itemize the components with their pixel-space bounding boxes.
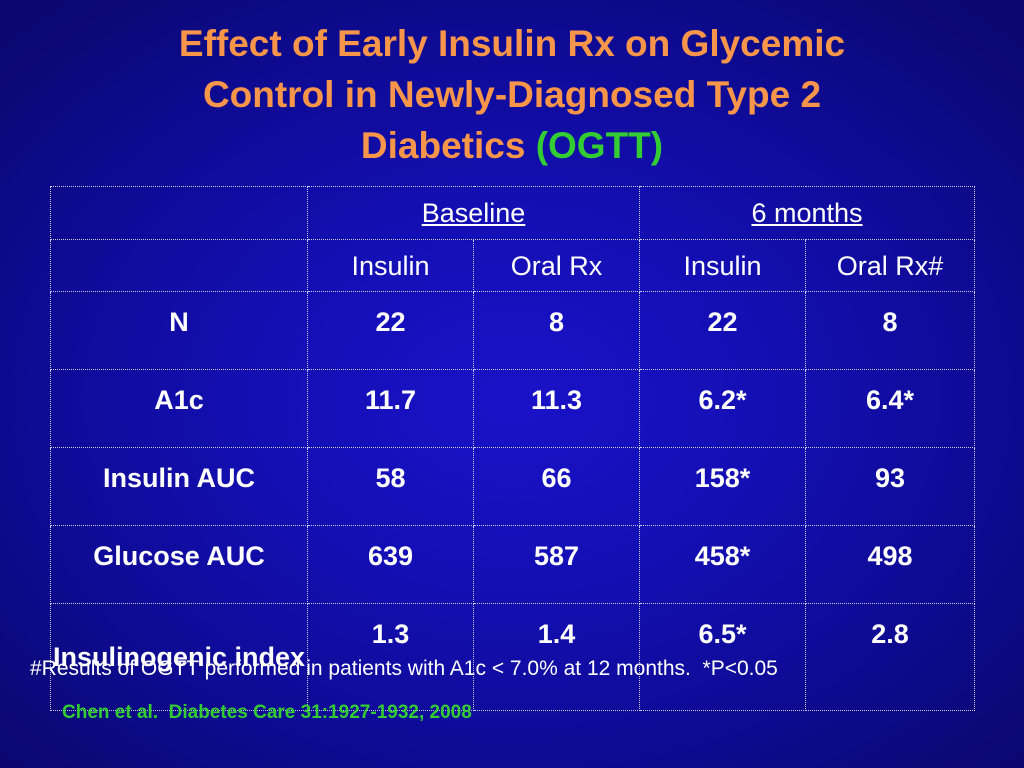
- group-header-baseline: Baseline: [306, 186, 641, 240]
- citation: Chen et al. Diabetes Care 31:1927-1932, …: [62, 702, 472, 723]
- table-cell: 22: [307, 291, 474, 370]
- group-header-row: Baseline 6 months: [50, 186, 976, 240]
- table-cell: 58: [307, 447, 474, 526]
- table-cell: 587: [472, 525, 641, 604]
- table-cell: 11.3: [472, 369, 641, 448]
- corner-cell: [50, 239, 308, 292]
- table-cell: 11.7: [307, 369, 474, 448]
- table-row: Insulin AUC 58 66 158* 93: [50, 447, 976, 526]
- slide-title: Effect of Early Insulin Rx on Glycemic C…: [0, 18, 1024, 171]
- table-cell: 6.2*: [639, 369, 807, 448]
- table-cell: 66: [472, 447, 641, 526]
- title-line-3: Diabetics (OGTT): [0, 120, 1024, 171]
- corner-cell: [50, 186, 308, 240]
- table-row: A1c 11.7 11.3 6.2* 6.4*: [50, 369, 976, 448]
- table-cell: 8: [805, 291, 976, 370]
- table-row: N 22 8 22 8: [50, 291, 976, 370]
- title-line-1: Effect of Early Insulin Rx on Glycemic: [178, 23, 846, 64]
- table-cell: 498: [805, 525, 976, 604]
- table-cell: 639: [307, 525, 474, 604]
- table-cell: 93: [805, 447, 976, 526]
- title-ogtt-label: (OGTT): [535, 125, 664, 166]
- results-table: Baseline 6 months Insulin Oral Rx Insuli…: [50, 186, 976, 711]
- table-row: Insulinogenic index 1.3 1.4 6.5* 2.8: [50, 603, 976, 711]
- sub-header-cell: Insulin: [639, 239, 807, 292]
- sub-header-cell: Oral Rx#: [805, 239, 976, 292]
- group-header-6-months: 6 months: [639, 186, 976, 240]
- table-row: Glucose AUC 639 587 458* 498: [50, 525, 976, 604]
- table-cell: 8: [472, 291, 641, 370]
- row-label: Insulinogenic index: [50, 603, 308, 711]
- title-line-3-main: Diabetics: [360, 125, 536, 166]
- sub-header-row: Insulin Oral Rx Insulin Oral Rx#: [50, 239, 976, 292]
- sub-header-cell: Oral Rx: [472, 239, 641, 292]
- sub-header-cell: Insulin: [307, 239, 474, 292]
- table-cell: 1.4: [472, 603, 641, 711]
- table-cell: 1.3: [307, 603, 474, 711]
- row-label: A1c: [50, 369, 308, 448]
- footnote: #Results of OGTT performed in patients w…: [30, 657, 778, 680]
- table-cell: 2.8: [805, 603, 976, 711]
- table-cell: 22: [639, 291, 807, 370]
- row-label: Glucose AUC: [50, 525, 308, 604]
- table-cell: 6.4*: [805, 369, 976, 448]
- row-label: N: [50, 291, 308, 370]
- table-cell: 158*: [639, 447, 807, 526]
- table-cell: 458*: [639, 525, 807, 604]
- table-cell: 6.5*: [639, 603, 807, 711]
- title-line-2: Control in Newly-Diagnosed Type 2: [202, 74, 822, 115]
- row-label: Insulin AUC: [50, 447, 308, 526]
